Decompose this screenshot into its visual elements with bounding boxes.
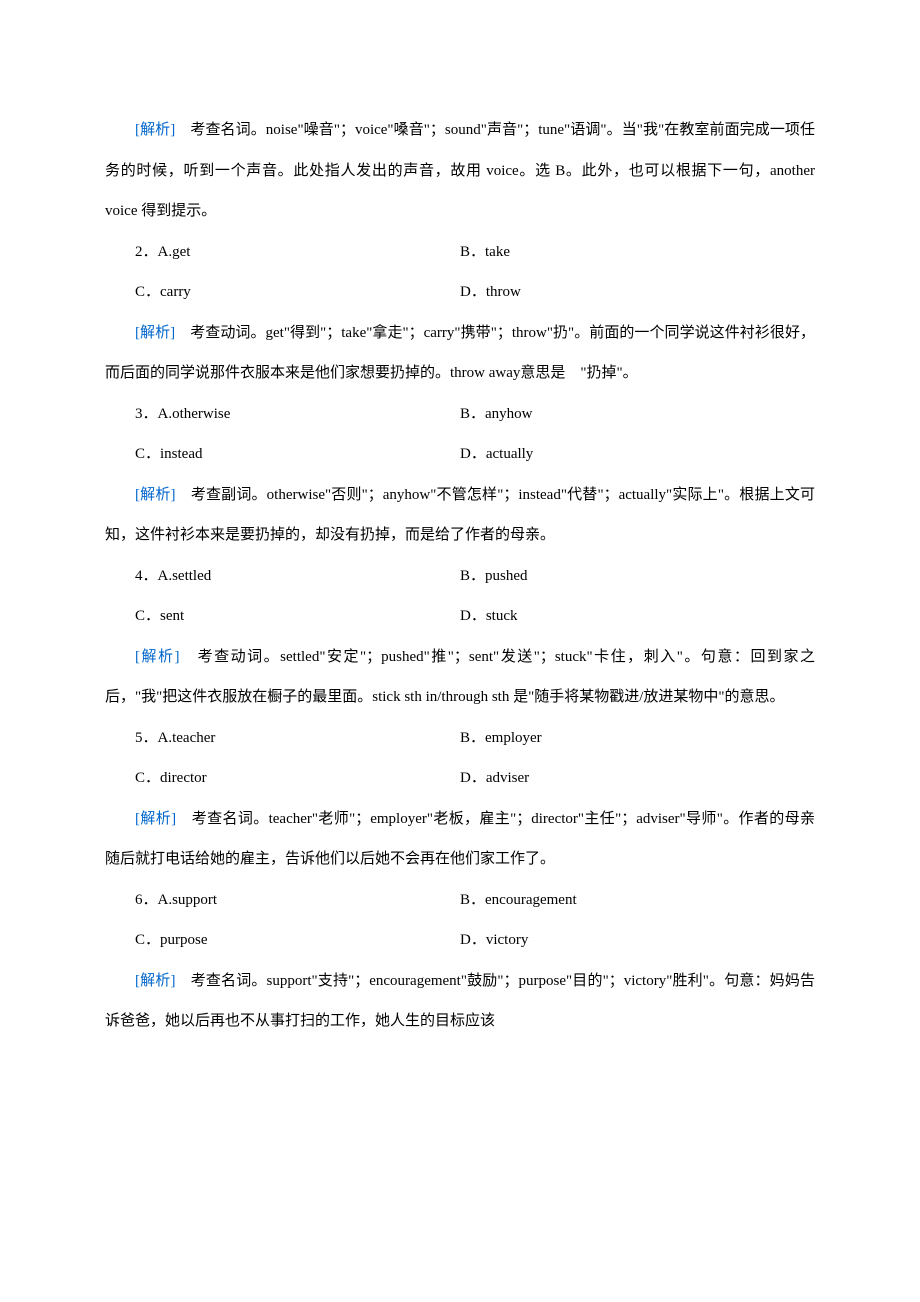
analysis-text: 考查副词。otherwise"否则"；anyhow"不管怎样"；instead"… (105, 487, 815, 544)
q3-options-row1: 3．A.otherwise B．anyhow (105, 394, 815, 435)
q2-options-row1: 2．A.get B．take (105, 232, 815, 273)
q3-optA-text: A.otherwise (158, 406, 231, 422)
q5-option-c: C．director (105, 758, 460, 799)
document-page: [解析] 考查名词。noise"噪音"；voice"嗓音"；sound"声音"；… (0, 0, 920, 1102)
q4-analysis: [解析] 考查动词。settled"安定"；pushed"推"；sent"发送"… (105, 637, 815, 718)
analysis-label: [解析] (135, 122, 175, 138)
q2-optA-text: A.get (158, 244, 191, 260)
q4-option-b: B．pushed (460, 556, 815, 597)
q5-options-row2: C．director D．adviser (105, 758, 815, 799)
q3-option-d: D．actually (460, 434, 815, 475)
q6-option-c: C．purpose (105, 920, 460, 961)
q6-options-row2: C．purpose D．victory (105, 920, 815, 961)
q4-option-d: D．stuck (460, 596, 815, 637)
analysis-text: 考查名词。noise"噪音"；voice"嗓音"；sound"声音"；tune"… (105, 122, 815, 219)
q3-option-a: 3．A.otherwise (105, 394, 460, 435)
q4-options-row2: C．sent D．stuck (105, 596, 815, 637)
analysis-label: [解析] (135, 487, 176, 503)
analysis-label: [解析] (135, 811, 176, 827)
q6-option-d: D．victory (460, 920, 815, 961)
analysis-text: 考查动词。settled"安定"；pushed"推"；sent"发送"；stuc… (105, 649, 815, 706)
q2-option-d: D．throw (460, 272, 815, 313)
q2-option-a: 2．A.get (105, 232, 460, 273)
q5-options-row1: 5．A.teacher B．employer (105, 718, 815, 759)
q5-option-d: D．adviser (460, 758, 815, 799)
q6-options-row1: 6．A.support B．encouragement (105, 880, 815, 921)
analysis-label: [解析] (135, 325, 175, 341)
q5-option-a: 5．A.teacher (105, 718, 460, 759)
q2-num: 2． (135, 244, 158, 260)
q5-option-b: B．employer (460, 718, 815, 759)
q6-option-a: 6．A.support (105, 880, 460, 921)
q6-option-b: B．encouragement (460, 880, 815, 921)
q4-optA-text: A.settled (158, 568, 212, 584)
q3-option-c: C．instead (105, 434, 460, 475)
analysis-label: [解析] (135, 649, 180, 665)
q3-option-b: B．anyhow (460, 394, 815, 435)
analysis-label: [解析] (135, 973, 175, 989)
q3-options-row2: C．instead D．actually (105, 434, 815, 475)
q6-num: 6． (135, 892, 158, 908)
q2-options-row2: C．carry D．throw (105, 272, 815, 313)
q1-analysis: [解析] 考查名词。noise"噪音"；voice"嗓音"；sound"声音"；… (105, 110, 815, 232)
q2-option-c: C．carry (105, 272, 460, 313)
analysis-text: 考查名词。support"支持"；encouragement"鼓励"；purpo… (105, 973, 815, 1030)
q4-num: 4． (135, 568, 158, 584)
q5-analysis: [解析] 考查名词。teacher"老师"；employer"老板，雇主"；di… (105, 799, 815, 880)
q4-option-a: 4．A.settled (105, 556, 460, 597)
q2-analysis: [解析] 考查动词。get"得到"；take"拿走"；carry"携带"；thr… (105, 313, 815, 394)
q6-optA-text: A.support (158, 892, 218, 908)
q3-analysis: [解析] 考查副词。otherwise"否则"；anyhow"不管怎样"；ins… (105, 475, 815, 556)
q5-optA-text: A.teacher (158, 730, 216, 746)
q6-analysis: [解析] 考查名词。support"支持"；encouragement"鼓励"；… (105, 961, 815, 1042)
q4-options-row1: 4．A.settled B．pushed (105, 556, 815, 597)
q3-num: 3． (135, 406, 158, 422)
q2-option-b: B．take (460, 232, 815, 273)
q4-option-c: C．sent (105, 596, 460, 637)
analysis-text: 考查动词。get"得到"；take"拿走"；carry"携带"；throw"扔"… (105, 325, 815, 382)
q5-num: 5． (135, 730, 158, 746)
analysis-text: 考查名词。teacher"老师"；employer"老板，雇主"；directo… (105, 811, 815, 868)
